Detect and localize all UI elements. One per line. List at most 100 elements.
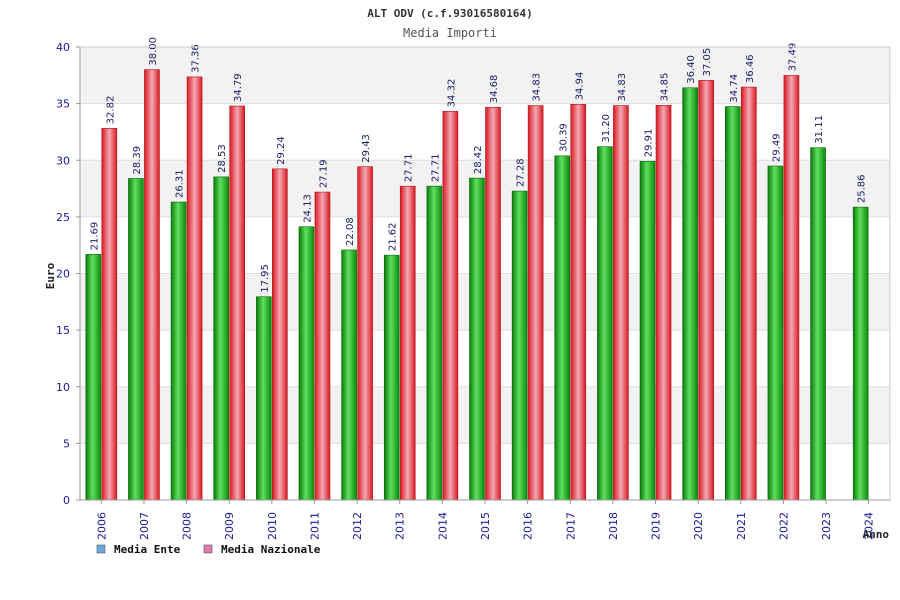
data-label: 38.00 — [148, 37, 159, 66]
bar-media-nazionale — [229, 105, 246, 501]
x-tick-label: 2006 — [95, 512, 108, 540]
data-label: 31.11 — [814, 115, 825, 144]
bar-media-ente — [341, 249, 357, 501]
x-tick-label: 2021 — [735, 512, 748, 540]
data-label: 27.28 — [516, 158, 527, 187]
y-tick-label: 15 — [56, 324, 70, 337]
data-label: 27.19 — [318, 159, 329, 188]
data-label: 29.91 — [644, 129, 655, 158]
x-tick-label: 2012 — [351, 512, 364, 540]
bar-media-ente — [298, 226, 315, 501]
legend-swatch — [96, 544, 106, 554]
data-label: 36.46 — [745, 54, 756, 83]
chart-title: ALT ODV (c.f.93016580164) — [367, 7, 533, 20]
bar-media-ente — [256, 296, 272, 501]
bar-media-nazionale — [442, 111, 459, 501]
legend-label: Media Ente — [114, 543, 181, 556]
bar-media-nazionale — [527, 105, 544, 501]
y-tick-label: 35 — [56, 98, 70, 111]
y-tick-labels: 0 5 10 15 20 25 30 35 40 — [56, 41, 80, 507]
data-label: 28.39 — [132, 146, 143, 175]
x-axis-label: Anno — [863, 528, 890, 541]
x-tick-label: 2022 — [777, 512, 790, 540]
data-label: 31.20 — [601, 114, 612, 143]
bar-media-nazionale — [101, 128, 118, 501]
bar-media-nazionale — [186, 76, 203, 501]
data-label: 34.68 — [489, 75, 500, 104]
data-label: 37.05 — [702, 48, 713, 77]
data-label: 32.82 — [105, 96, 116, 125]
x-tick-label: 2007 — [138, 512, 151, 540]
data-label: 34.74 — [729, 74, 740, 103]
data-label: 37.49 — [787, 43, 798, 72]
data-label: 36.40 — [686, 55, 697, 84]
data-label: 21.62 — [388, 223, 399, 252]
data-label: 27.71 — [430, 154, 441, 183]
y-tick-label: 5 — [63, 437, 70, 450]
bar-media-nazionale — [272, 168, 288, 501]
x-tick-label: 2011 — [308, 512, 321, 540]
bar-media-ente — [554, 155, 571, 501]
data-label: 22.08 — [345, 217, 356, 246]
data-label: 27.71 — [404, 154, 415, 183]
bar-media-ente — [682, 87, 698, 501]
data-label: 34.94 — [574, 72, 585, 101]
bar-media-ente — [810, 147, 826, 501]
x-tick-label: 2016 — [522, 512, 535, 540]
data-label: 29.43 — [361, 134, 372, 163]
data-label: 30.39 — [558, 123, 569, 152]
data-label: 37.36 — [191, 44, 202, 73]
bar-media-ente — [85, 254, 102, 501]
legend-label: Media Nazionale — [221, 543, 321, 556]
bar-media-ente — [639, 160, 656, 501]
x-tick-label: 2014 — [436, 512, 449, 540]
x-tick-label: 2013 — [394, 512, 407, 540]
y-tick-label: 25 — [56, 211, 70, 224]
bar-media-nazionale — [655, 105, 672, 501]
y-tick-label: 0 — [63, 494, 70, 507]
data-label: 34.83 — [617, 73, 628, 102]
bar-media-ente — [511, 190, 528, 501]
data-label: 34.79 — [233, 73, 244, 102]
value-labels: 21.69 28.39 26.31 28.53 17.95 24.13 22.08 21.62… — [89, 37, 867, 293]
bar-media-ente — [597, 146, 613, 501]
data-label: 29.24 — [276, 136, 287, 165]
x-tick-label: 2009 — [223, 512, 236, 540]
bar-media-ente — [767, 165, 784, 501]
bar-media-nazionale — [357, 166, 373, 501]
x-tick-label: 2010 — [266, 512, 279, 540]
bar-media-nazionale — [314, 191, 331, 501]
x-tick-labels: 2006 2007 2008 2009 2010 2011 2012 2013 2014 2015… — [95, 500, 876, 540]
bar-media-nazionale — [740, 86, 757, 501]
bar-media-ente — [426, 185, 443, 501]
bar-media-nazionale — [485, 106, 501, 501]
bar-media-ente — [170, 201, 187, 501]
data-label: 26.31 — [175, 169, 186, 198]
x-tick-label: 2019 — [650, 512, 663, 540]
bar-media-nazionale — [783, 75, 800, 501]
bar-media-ente — [128, 178, 144, 501]
chart-subtitle: Media Importi — [403, 26, 497, 40]
legend: Media Ente Media Nazionale — [96, 543, 321, 556]
bar-media-ente — [852, 206, 869, 501]
data-label: 17.95 — [260, 264, 271, 293]
bar-media-ente — [383, 254, 400, 501]
bar-media-nazionale — [570, 104, 587, 501]
bar-media-nazionale — [399, 185, 416, 501]
x-tick-label: 2024 — [863, 512, 876, 540]
data-label: 28.53 — [217, 144, 228, 173]
data-label: 29.49 — [771, 133, 782, 162]
x-tick-label: 2008 — [181, 512, 194, 540]
data-label: 24.13 — [302, 194, 313, 223]
data-label: 34.83 — [532, 73, 543, 102]
x-tick-label: 2023 — [820, 512, 833, 540]
x-tick-label: 2015 — [479, 512, 492, 540]
y-axis-label: Euro — [44, 262, 57, 289]
data-label: 34.85 — [660, 73, 671, 102]
y-tick-label: 20 — [56, 268, 70, 281]
data-label: 28.42 — [473, 146, 484, 175]
bar-media-ente — [213, 176, 230, 501]
legend-swatch — [203, 544, 213, 554]
